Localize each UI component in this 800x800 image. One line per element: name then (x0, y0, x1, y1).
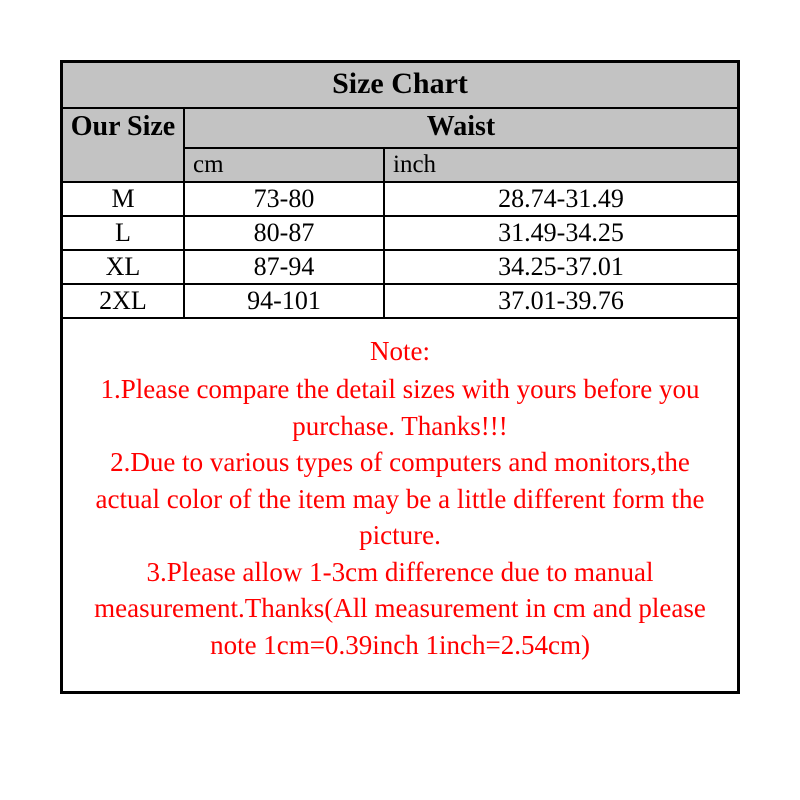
header-cm: cm (185, 149, 385, 181)
cell-inch: 31.49-34.25 (385, 217, 737, 249)
cell-cm: 94-101 (185, 285, 385, 317)
chart-title: Size Chart (63, 63, 737, 109)
note-line-3: 3.Please allow 1-3cm difference due to m… (94, 557, 706, 660)
size-chart-frame: Size Chart Our Size Waist cm inch M 73-8… (60, 60, 740, 694)
cell-size: 2XL (63, 285, 185, 317)
cell-inch: 37.01-39.76 (385, 285, 737, 317)
note-line-1: 1.Please compare the detail sizes with y… (100, 374, 699, 440)
header-row: Our Size Waist cm inch (63, 109, 737, 183)
table-row: 2XL 94-101 37.01-39.76 (63, 285, 737, 319)
header-waist: Waist (185, 109, 737, 149)
header-waist-group: Waist cm inch (185, 109, 737, 181)
header-inch: inch (385, 149, 737, 181)
note-title: Note: (81, 333, 719, 369)
cell-inch: 34.25-37.01 (385, 251, 737, 283)
table-row: M 73-80 28.74-31.49 (63, 183, 737, 217)
cell-size: XL (63, 251, 185, 283)
cell-cm: 87-94 (185, 251, 385, 283)
note-line-2: 2.Due to various types of computers and … (95, 447, 704, 550)
header-our-size: Our Size (63, 109, 185, 181)
note-block: Note: 1.Please compare the detail sizes … (63, 319, 737, 691)
cell-size: M (63, 183, 185, 215)
cell-inch: 28.74-31.49 (385, 183, 737, 215)
cell-cm: 80-87 (185, 217, 385, 249)
cell-size: L (63, 217, 185, 249)
table-row: L 80-87 31.49-34.25 (63, 217, 737, 251)
table-row: XL 87-94 34.25-37.01 (63, 251, 737, 285)
header-units: cm inch (185, 149, 737, 181)
cell-cm: 73-80 (185, 183, 385, 215)
